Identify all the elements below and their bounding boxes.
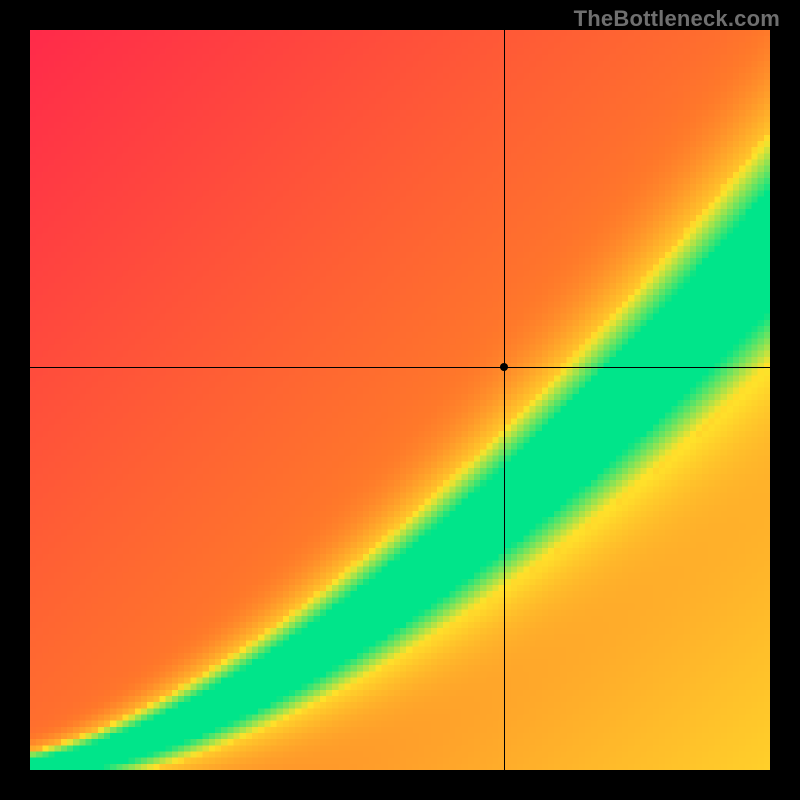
chart-container: { "watermark": "TheBottleneck.com", "bac… (0, 0, 800, 800)
crosshair-horizontal (30, 367, 770, 368)
crosshair-marker-dot (500, 363, 508, 371)
crosshair-vertical (504, 30, 505, 770)
bottleneck-heatmap (30, 30, 770, 770)
watermark-label: TheBottleneck.com (574, 6, 780, 32)
